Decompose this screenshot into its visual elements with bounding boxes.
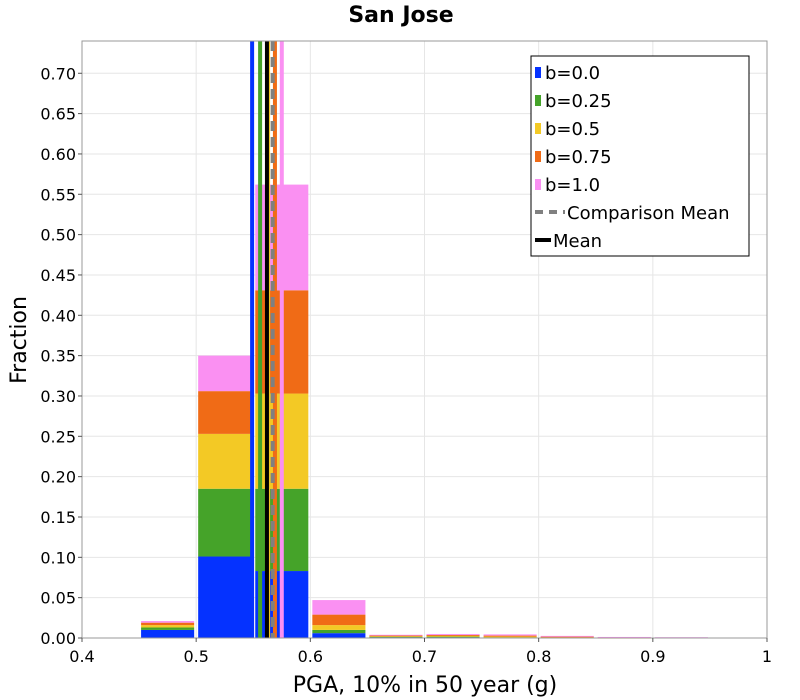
x-axis-label: PGA, 10% in 50 year (g) [293, 673, 557, 698]
y-tick-label: 0.30 [40, 387, 76, 406]
bar-segment-b-0-0 [141, 629, 195, 638]
y-tick-label: 0.25 [40, 427, 76, 446]
y-tick-label: 0.00 [40, 629, 76, 648]
y-tick-label: 0.50 [40, 226, 76, 245]
bar-segment-b-0-25 [141, 627, 195, 630]
x-tick-label: 0.5 [183, 647, 208, 666]
bar-segment-b-0-0 [198, 556, 252, 638]
x-tick-label: 0.7 [412, 647, 437, 666]
y-axis-ticks: 0.00 0.05 0.10 0.15 0.20 0.25 0.30 0.35 0.40 0.45… [40, 64, 82, 648]
y-tick-label: 0.20 [40, 468, 76, 487]
legend-swatch-b-0-75 [535, 151, 541, 162]
bar-segment-b-0-75 [198, 391, 252, 434]
y-tick-label: 0.45 [40, 266, 76, 285]
bar-segment-b-0-25 [426, 636, 480, 638]
bar-segment-b-0-5 [426, 635, 480, 637]
legend-swatch-b-0-5 [535, 123, 541, 134]
y-tick-label: 0.35 [40, 347, 76, 366]
x-tick-label: 0.4 [69, 647, 94, 666]
x-tick-label: 0.9 [640, 647, 665, 666]
bar-segment-b-1-0 [141, 621, 195, 623]
bar-segment-b-1-0 [426, 633, 480, 635]
legend-label-b-0-25: b=0.25 [545, 91, 612, 112]
bar-segment-b-0-5 [369, 636, 423, 637]
legend-label-mean: Mean [553, 231, 602, 252]
y-tick-label: 0.65 [40, 105, 76, 124]
bar-segment-b-0-25 [369, 636, 423, 638]
bar-segment-b-0-75 [369, 635, 423, 637]
mean-lines [250, 41, 284, 638]
bar-segment-b-1-0 [540, 635, 594, 637]
bar-segment-b-0-75 [141, 622, 195, 626]
x-axis-ticks: 0.4 0.5 0.6 0.7 0.8 0.9 1 [69, 638, 772, 666]
bar-segment-b-0-5 [483, 636, 537, 638]
legend-label-b-1-0: b=1.0 [545, 175, 600, 196]
bar-segment-b-0-5 [312, 625, 366, 630]
y-tick-label: 0.40 [40, 306, 76, 325]
legend-swatch-b-0-0 [535, 67, 541, 78]
legend-label-comparison-mean: Comparison Mean [567, 203, 730, 224]
bar-segment-b-0-75 [540, 636, 594, 638]
bar-segment-b-0-75 [426, 634, 480, 636]
y-tick-label: 0.10 [40, 548, 76, 567]
bar-segment-b-0-25 [312, 629, 366, 634]
legend-label-b-0-5: b=0.5 [545, 119, 600, 140]
legend-swatch-b-1-0 [535, 179, 541, 190]
bar-segment-b-0-5 [198, 433, 252, 489]
legend: b=0.0 b=0.25 b=0.5 b=0.75 b=1.0 Comparison Me… [530, 55, 750, 257]
bar-segment-b-1-0 [312, 600, 366, 615]
legend-label-b-0-0: b=0.0 [545, 63, 600, 84]
bar-segment-b-1-0 [198, 355, 252, 392]
legend-label-b-0-75: b=0.75 [545, 147, 612, 168]
chart-title: San Jose [348, 3, 453, 28]
bars [141, 184, 708, 639]
bar-segment-b-0-75 [312, 614, 366, 626]
x-tick-label: 0.8 [526, 647, 551, 666]
y-tick-label: 0.55 [40, 185, 76, 204]
y-axis-label: Fraction [7, 296, 32, 384]
y-tick-label: 0.70 [40, 64, 76, 83]
bar-segment-b-0-25 [198, 488, 252, 557]
y-tick-label: 0.60 [40, 145, 76, 164]
y-tick-label: 0.15 [40, 508, 76, 527]
x-tick-label: 0.6 [298, 647, 323, 666]
x-tick-label: 1 [762, 647, 772, 666]
y-tick-label: 0.05 [40, 589, 76, 608]
bar-segment-b-0-5 [141, 625, 195, 628]
bar-segment-b-1-0 [369, 634, 423, 636]
bar-segment-b-0-75 [483, 635, 537, 637]
legend-swatch-b-0-25 [535, 95, 541, 106]
bar-segment-b-0-0 [312, 633, 366, 638]
bar-segment-b-1-0 [597, 636, 651, 638]
bar-segment-b-1-0 [483, 634, 537, 636]
legend-box [530, 55, 750, 257]
